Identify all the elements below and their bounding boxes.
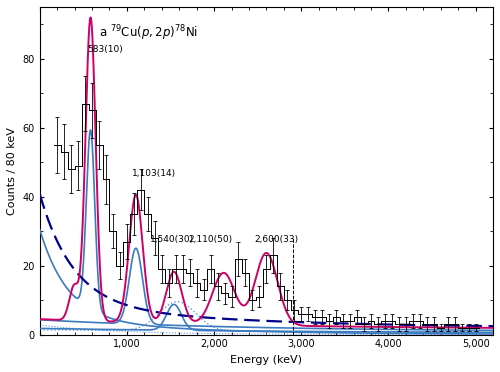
Text: 583(10): 583(10): [87, 45, 122, 54]
Text: 1,103(14): 1,103(14): [132, 169, 176, 178]
Y-axis label: Counts / 80 keV: Counts / 80 keV: [7, 127, 17, 215]
Text: 1,540(30): 1,540(30): [150, 234, 194, 244]
Text: 2,110(50): 2,110(50): [188, 234, 232, 244]
Text: 2,600(33): 2,600(33): [254, 234, 298, 244]
Text: a $^{79}$Cu$(p,2p)^{78}$Ni: a $^{79}$Cu$(p,2p)^{78}$Ni: [98, 23, 198, 43]
X-axis label: Energy (keV): Energy (keV): [230, 355, 302, 365]
